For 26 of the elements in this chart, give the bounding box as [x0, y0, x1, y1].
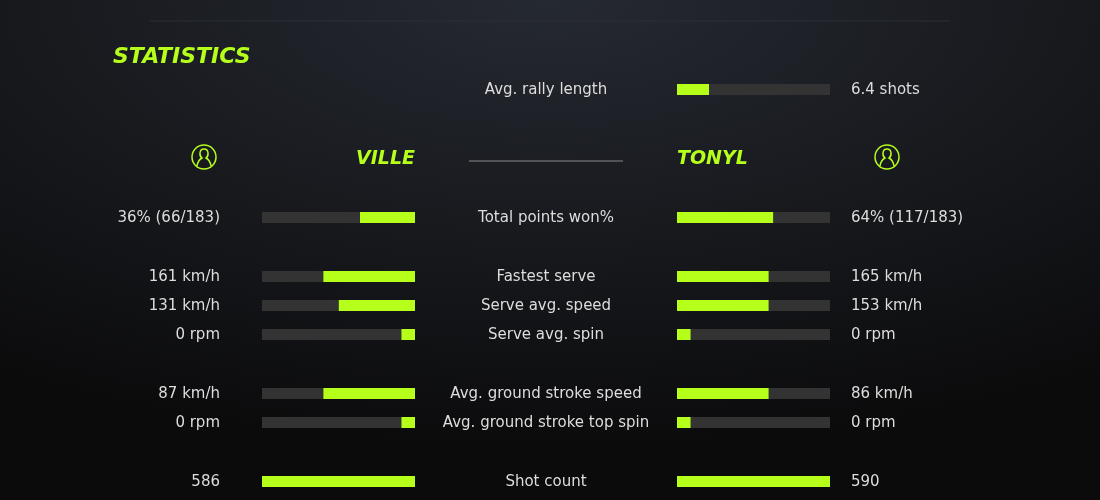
text: 161 km/h	[148, 267, 220, 285]
text: 153 km/h	[851, 296, 923, 314]
text: TONYL	[677, 146, 748, 168]
y-tick-label: Fastest serve	[496, 267, 596, 285]
text: VILLE	[356, 146, 416, 168]
text: 0 rpm	[851, 325, 896, 343]
text: 0 rpm	[175, 325, 220, 343]
text: 586	[191, 472, 220, 490]
text: 590	[851, 472, 880, 490]
text: 86 km/h	[851, 384, 913, 402]
text: 165 km/h	[851, 267, 923, 285]
text: 87 km/h	[158, 384, 220, 402]
y-tick-label: Total points won%	[477, 208, 614, 226]
text: 131 km/h	[148, 296, 220, 314]
chart-title: STATISTICS	[113, 43, 251, 68]
y-tick-label: Serve avg. spin	[488, 325, 604, 343]
y-tick-label: Shot count	[505, 472, 587, 490]
text: 64% (117/183)	[851, 208, 964, 226]
y-tick-label: Serve avg. speed	[480, 296, 612, 314]
text: 6.4 shots	[851, 80, 920, 98]
y-tick-label: Avg. ground stroke top spin	[442, 413, 650, 431]
y-tick-label: Avg. ground stroke speed	[450, 384, 642, 402]
y-tick-label: Avg. rally length	[484, 80, 608, 98]
text: 36% (66/183)	[117, 208, 220, 226]
text: 0 rpm	[851, 413, 896, 431]
text: 0 rpm	[175, 413, 220, 431]
